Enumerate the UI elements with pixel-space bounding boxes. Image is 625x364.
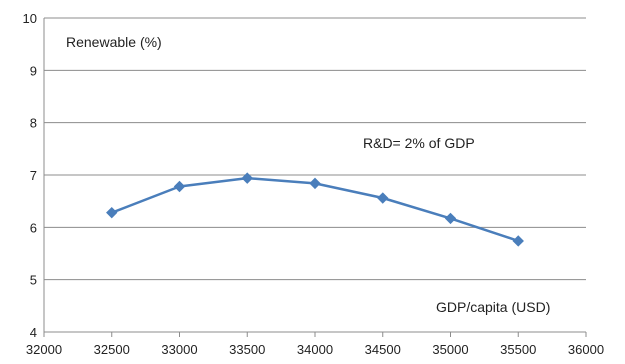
y-tick-label: 7 (30, 168, 37, 183)
chart-annotation: R&D= 2% of GDP (363, 135, 475, 151)
x-tick-label: 35000 (432, 342, 468, 357)
series-layer (106, 172, 524, 247)
x-tick-label: 35500 (500, 342, 536, 357)
x-tick-label: 33000 (161, 342, 197, 357)
x-tick-label: 32000 (26, 342, 62, 357)
grid-lines (44, 17, 586, 281)
y-tick-label: 6 (30, 220, 37, 235)
x-tick-label: 33500 (229, 342, 265, 357)
data-point-marker (444, 212, 457, 225)
data-point-marker (173, 180, 186, 193)
x-tick-label: 36000 (568, 342, 604, 357)
y-axis-label: Renewable (%) (66, 34, 162, 50)
axes (43, 18, 587, 337)
data-point-marker (106, 206, 118, 219)
data-point-marker (377, 192, 389, 204)
tick-labels: 4 5 6 7 8 9 10 32000 32500 33000 33500 34000 34500 35… (23, 11, 605, 357)
x-tick-label: 34000 (297, 342, 333, 357)
x-tick-label: 32500 (94, 342, 130, 357)
x-axis-label: GDP/capita (USD) (436, 299, 550, 315)
y-tick-label: 9 (30, 63, 37, 78)
data-point-marker (309, 177, 321, 190)
data-point-marker (512, 235, 524, 247)
x-tick-label: 34500 (365, 342, 401, 357)
y-tick-label: 10 (23, 11, 37, 26)
data-point-marker (241, 172, 253, 184)
y-tick-label: 4 (30, 325, 37, 340)
y-tick-label: 5 (30, 273, 37, 288)
y-tick-label: 8 (30, 116, 37, 131)
